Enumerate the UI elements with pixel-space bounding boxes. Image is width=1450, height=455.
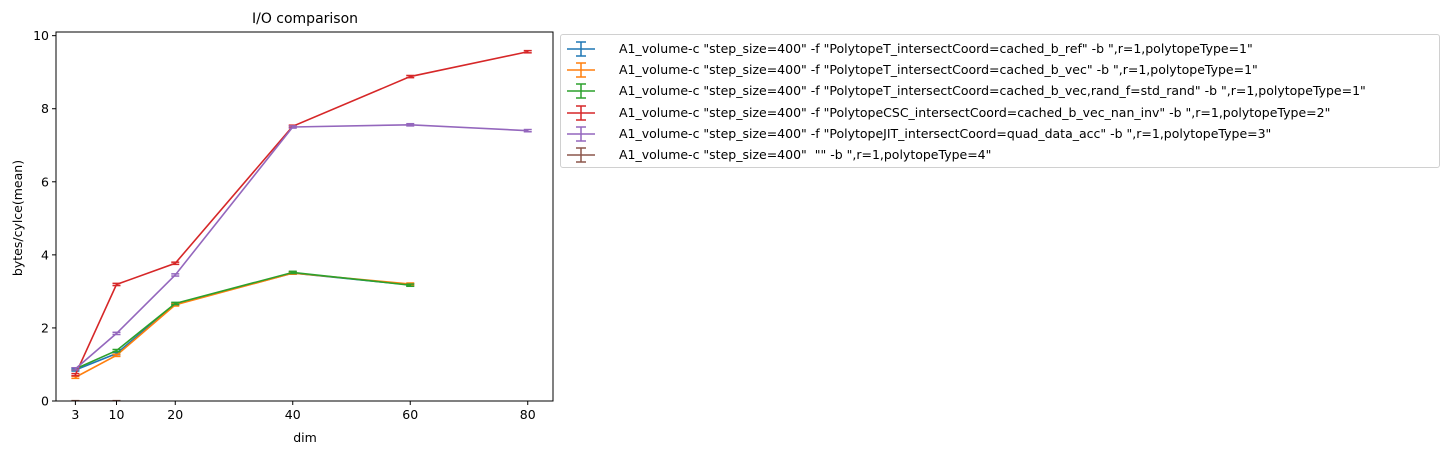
data-point-4-2	[115, 283, 118, 286]
legend-swatch-4	[567, 104, 595, 121]
legend-item-5: A1_volume-c "step_size=400" -f "Polytope…	[561, 124, 1439, 144]
data-point-5-1	[74, 368, 77, 370]
y-tick-label-6: 6	[41, 174, 49, 189]
data-point-2-2	[115, 354, 118, 357]
legend-swatch-6	[567, 147, 595, 163]
x-axis-label: dim	[293, 430, 317, 445]
legend-swatch-5	[567, 126, 595, 142]
series-line-1	[75, 272, 411, 371]
data-point-3-4	[291, 271, 294, 274]
legend-swatch-2	[567, 62, 595, 78]
legend-item-1: A1_volume-c "step_size=400" -f "Polytope…	[561, 39, 1439, 59]
data-point-2-1	[74, 376, 77, 379]
x-tick-label-60: 60	[402, 407, 418, 422]
x-tick-label-3: 3	[71, 407, 79, 422]
legend-label-5: A1_volume-c "step_size=400" -f "Polytope…	[619, 125, 1272, 141]
y-tick-label-8: 8	[41, 101, 49, 116]
data-point-5-3	[174, 274, 177, 276]
data-point-3-5	[409, 284, 412, 286]
plot-area: 3 10 20 40 60 80 0 2 4 6 8 10	[33, 28, 554, 422]
data-point-5-2	[115, 332, 118, 335]
data-point-5-5	[409, 123, 412, 126]
x-tick-label-80: 80	[520, 407, 536, 422]
data-point-4-6	[526, 50, 529, 53]
data-point-4-5	[409, 75, 412, 78]
legend-swatch-1	[567, 41, 595, 57]
legend-item-3: A1_volume-c "step_size=400" -f "Polytope…	[561, 81, 1439, 101]
x-tick-label-40: 40	[285, 407, 301, 422]
legend-label-3: A1_volume-c "step_size=400" -f "Polytope…	[619, 83, 1366, 99]
x-tick-label-10: 10	[109, 407, 125, 422]
legend-item-4: A1_volume-c "step_size=400" -f "Polytope…	[561, 103, 1439, 123]
legend-label-1: A1_volume-c "step_size=400" -f "Polytope…	[619, 41, 1253, 56]
data-point-3-2	[115, 349, 118, 352]
legend-item-6: A1_volume-c "step_size=400" "" -b ",r=1,…	[561, 145, 1439, 165]
legend-item-2: A1_volume-c "step_size=400" -f "Polytope…	[561, 60, 1439, 80]
data-point-3-3	[174, 302, 177, 305]
legend-label-6: A1_volume-c "step_size=400" "" -b ",r=1,…	[619, 147, 992, 162]
data-point-5-4	[291, 126, 294, 128]
axes-frame	[55, 31, 554, 402]
legend: A1_volume-c "step_size=400" -f "Polytope…	[560, 34, 1440, 168]
y-tick-label-0: 0	[41, 394, 49, 409]
series-group	[71, 49, 532, 401]
y-tick-label-10: 10	[33, 28, 49, 43]
x-tick-label-20: 20	[167, 407, 183, 422]
legend-swatch-3	[567, 83, 595, 100]
data-point-4-3	[174, 262, 177, 265]
y-tick-label-2: 2	[41, 320, 49, 335]
y-axis-label: bytes/cylce(mean)	[10, 160, 25, 276]
chart-title: I/O comparison	[252, 11, 358, 27]
data-point-5-6	[526, 129, 529, 132]
series-line-5	[74, 123, 528, 370]
legend-label-4: A1_volume-c "step_size=400" -f "Polytope…	[619, 104, 1331, 120]
legend-label-2: A1_volume-c "step_size=400" -f "Polytope…	[619, 62, 1258, 78]
series-line-4	[74, 50, 528, 376]
data-point-4-1	[74, 373, 77, 376]
y-tick-label-4: 4	[41, 247, 49, 262]
